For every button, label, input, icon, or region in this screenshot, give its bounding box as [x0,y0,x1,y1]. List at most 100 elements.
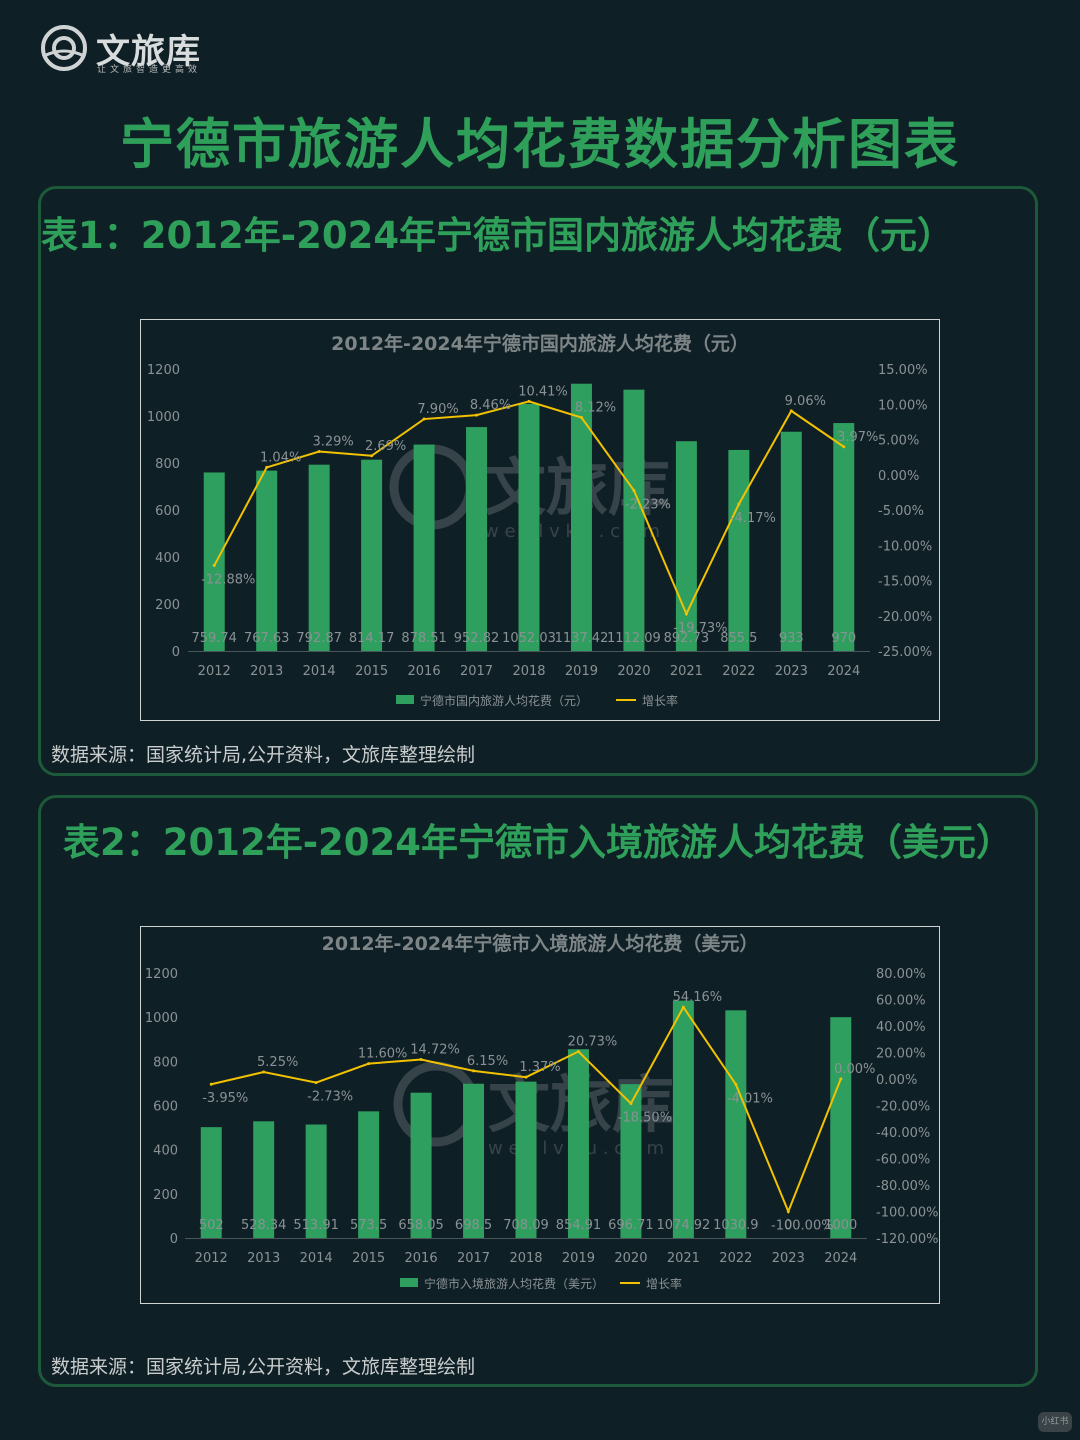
x-tick-label: 2015 [355,664,388,679]
growth-rate-point [317,450,321,454]
chart-title: 2012年-2024年宁德市入境旅游人均花费（美元） [322,932,759,955]
y-left-tick-label: 400 [155,551,180,566]
panel-2-source: 数据来源：国家统计局,公开资料，文旅库整理绘制 [51,1356,476,1378]
growth-rate-label: -4.17% [730,511,776,526]
legend-bar-swatch [396,695,414,704]
y-right-tick-label: -120.00% [876,1232,939,1247]
x-tick-label: 2021 [667,1251,700,1266]
bar-value-label: 970 [831,631,856,646]
growth-rate-point [419,1057,423,1061]
growth-rate-label: 6.15% [467,1054,508,1069]
bar-value-label: 573.5 [350,1218,387,1233]
chart-frame [140,926,940,1304]
bar-2016 [413,444,435,651]
bar-2015 [358,1111,380,1238]
x-tick-label: 2013 [250,664,283,679]
growth-rate-point [734,1082,738,1086]
bar-value-label: 892.73 [664,631,710,646]
x-tick-label: 2023 [775,664,808,679]
x-tick-label: 2012 [195,1251,228,1266]
bar-value-label: 878.51 [401,631,447,646]
y-right-tick-label: 15.00% [878,363,928,378]
bar-2021 [672,1000,694,1238]
logo: 文旅库 让文旅智造更高效 [40,22,220,78]
bar-2015 [361,459,383,651]
x-tick-label: 2016 [405,1251,438,1266]
growth-rate-point [370,454,374,458]
growth-rate-label: -12.88% [201,573,255,588]
bar-2020 [623,389,645,651]
y-right-tick-label: -5.00% [878,504,924,519]
legend-line-label: 增长率 [646,1276,682,1291]
legend-bar-label: 宁德市入境旅游人均花费（美元） [424,1276,604,1291]
bar-value-label: 1030.9 [713,1218,759,1233]
bar-2014 [305,1124,327,1238]
y-right-tick-label: 20.00% [876,1047,926,1062]
y-right-tick-label: 60.00% [876,994,926,1009]
bar-2022 [725,1010,747,1238]
x-tick-label: 2017 [460,664,493,679]
x-tick-label: 2015 [352,1251,385,1266]
y-left-tick-label: 200 [155,598,180,613]
bar-2017 [463,1083,485,1238]
growth-rate-point [472,1069,476,1073]
bar-2022 [728,449,750,651]
y-left-tick-label: 800 [153,1055,178,1070]
bar-2012 [203,472,225,651]
y-left-tick-label: 600 [153,1100,178,1115]
growth-rate-point [681,1005,685,1009]
growth-rate-label: -4.01% [727,1091,773,1106]
y-right-tick-label: -20.00% [878,610,932,625]
y-right-tick-label: 0.00% [878,469,919,484]
bar-value-label: 814.17 [349,631,395,646]
growth-rate-point [212,564,216,568]
panel-1-source: 数据来源：国家统计局,公开资料，文旅库整理绘制 [51,744,476,766]
growth-rate-label: 3.29% [312,435,353,450]
logo-slogan: 让文旅智造更高效 [97,65,202,75]
growth-rate-point [475,413,479,417]
x-tick-label: 2024 [824,1251,857,1266]
panel-1-title: 表1：2012年-2024年宁德市国内旅游人均花费（元） [41,214,955,257]
gear-logo-icon [41,25,87,71]
y-right-tick-label: -10.00% [878,539,932,554]
panel-2-title: 表2：2012年-2024年宁德市入境旅游人均花费（美元） [62,821,1014,864]
bar-2019 [570,383,592,651]
growth-rate-point [527,399,531,403]
y-left-tick-label: 800 [155,457,180,472]
x-tick-label: 2024 [827,664,860,679]
y-right-tick-label: 10.00% [878,398,928,413]
growth-rate-label: 1.04% [260,450,301,465]
growth-rate-point [422,417,426,421]
bar-value-label: 1112.09 [607,631,661,646]
legend-bar-label: 宁德市国内旅游人均花费（元） [420,693,588,708]
legend-bar-swatch [400,1278,418,1287]
growth-rate-point [579,416,583,420]
page-title: 宁德市旅游人均花费数据分析图表 [120,112,960,176]
bar-2023 [780,431,802,651]
growth-rate-point [786,1210,790,1213]
x-tick-label: 2014 [300,1251,333,1266]
growth-rate-point [842,445,846,449]
bar-value-label: 854.91 [556,1218,602,1233]
bar-value-label: 0 [784,1218,792,1233]
legend-line-label: 增长率 [642,693,678,708]
bar-2013 [256,470,278,651]
y-left-tick-label: 200 [153,1188,178,1203]
x-tick-label: 2019 [562,1251,595,1266]
growth-rate-label: 20.73% [568,1035,618,1050]
bar-2024 [833,423,855,651]
bar-2024 [830,1017,852,1238]
x-tick-label: 2017 [457,1251,490,1266]
y-right-tick-label: -60.00% [876,1153,930,1168]
growth-rate-label: -2.73% [307,1090,353,1105]
y-right-tick-label: 5.00% [878,434,919,449]
growth-rate-label: 8.46% [470,398,511,413]
bar-value-label: 933 [779,631,804,646]
bar-2012 [200,1127,222,1238]
bar-value-label: 767.63 [244,631,290,646]
bar-value-label: 855.5 [720,631,757,646]
y-right-tick-label: -25.00% [878,645,932,660]
x-tick-label: 2018 [509,1251,542,1266]
y-left-tick-label: 600 [155,504,180,519]
x-tick-label: 2016 [408,664,441,679]
